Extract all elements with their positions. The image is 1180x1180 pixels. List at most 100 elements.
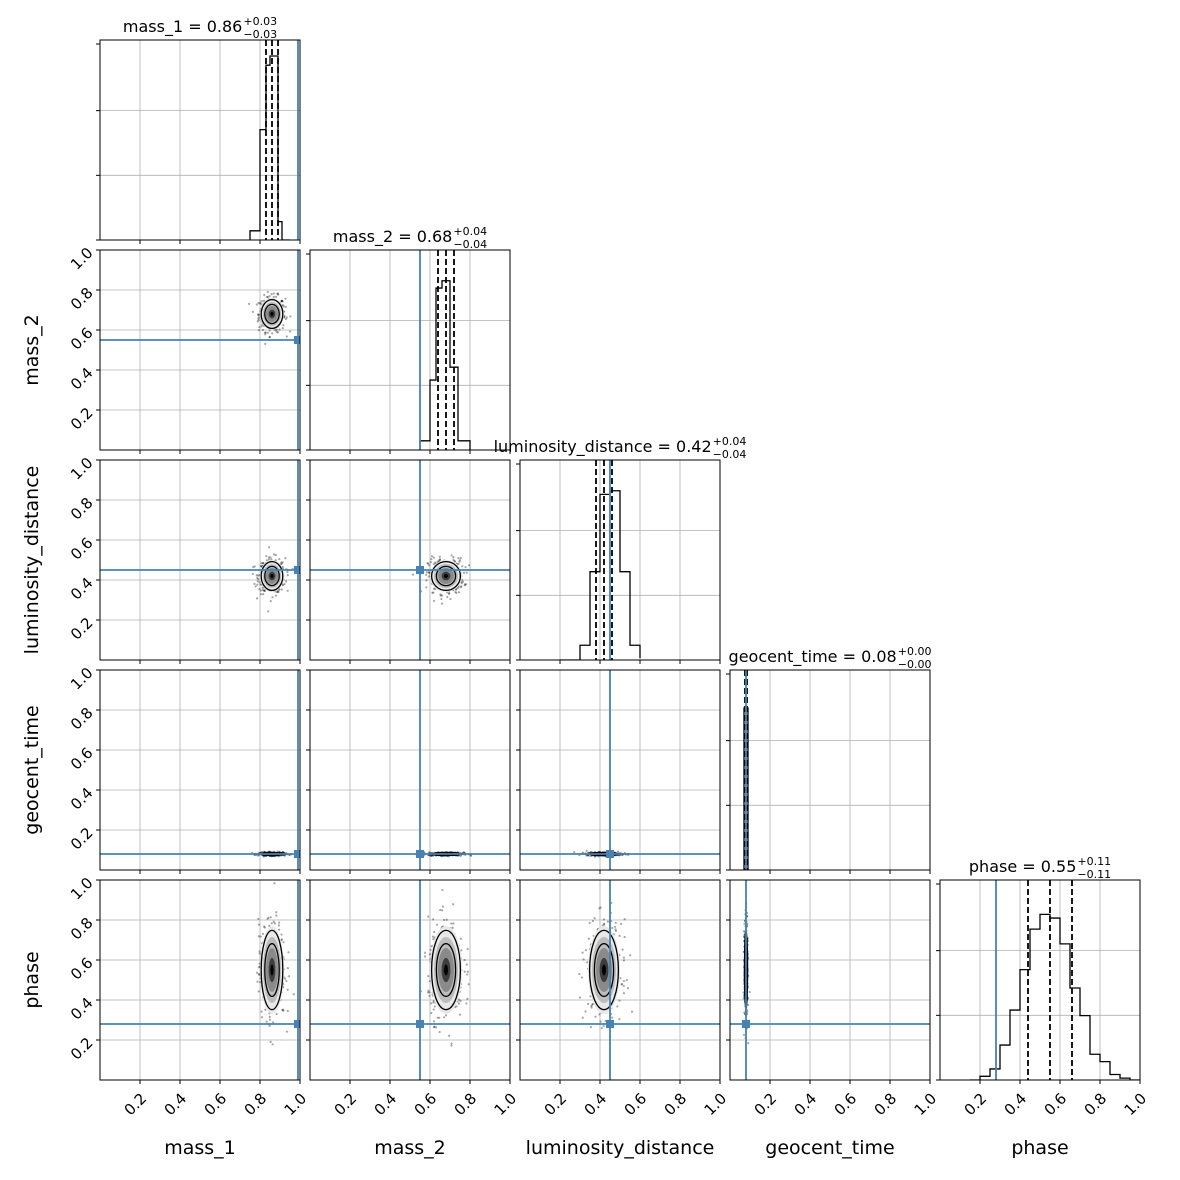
panel-frame: [99, 879, 301, 1081]
truth-marker: [294, 566, 300, 574]
sample-point: [277, 924, 281, 927]
sample-point: [602, 922, 606, 925]
sample-point: [465, 571, 468, 574]
sample-point: [259, 589, 262, 592]
sample-point: [436, 1016, 439, 1019]
x-tick-label: 0.2: [121, 1090, 151, 1120]
panel-mass_2-mass_2: mass_2 = 0.68 +0.04−0.04: [306, 225, 511, 454]
sample-point: [581, 1016, 584, 1019]
sample-point: [743, 922, 746, 925]
sample-point: [273, 922, 277, 925]
y-tick-label: 1.0: [67, 454, 97, 484]
sample-point: [255, 971, 259, 974]
sample-point: [618, 854, 621, 857]
sample-point: [267, 916, 270, 919]
panel-frame: [99, 249, 301, 451]
sample-point: [438, 1016, 441, 1019]
sample-point: [268, 1018, 271, 1021]
title-plus: +0.04: [713, 435, 747, 448]
sample-point: [272, 292, 275, 295]
sample-point: [278, 921, 281, 924]
sample-point: [447, 1034, 451, 1037]
x-tick-label: 0.8: [871, 1090, 901, 1120]
sample-point: [440, 597, 443, 601]
sample-point: [265, 1020, 268, 1023]
sample-point: [280, 938, 283, 941]
x-tick-label: 1.0: [701, 1090, 731, 1120]
sample-point: [257, 301, 260, 305]
x-tick-label: 0.8: [241, 1090, 271, 1120]
x-tick-label: 0.4: [581, 1090, 611, 1120]
sample-point: [269, 1040, 272, 1044]
sample-point: [270, 293, 273, 296]
x-tick-label: 1.0: [281, 1090, 311, 1120]
sample-point: [593, 917, 596, 920]
sample-point: [257, 317, 260, 320]
sample-point: [441, 888, 444, 892]
sample-point: [262, 925, 266, 928]
x-axis-label-geocent_time: geocent_time: [765, 1137, 894, 1159]
truth-marker: [294, 850, 300, 858]
sample-point: [618, 934, 621, 937]
sample-point: [599, 1020, 602, 1023]
truth-marker: [294, 336, 300, 344]
x-tick-label: 0.6: [1041, 1090, 1071, 1120]
sample-point: [281, 583, 285, 587]
sample-point: [452, 903, 455, 906]
sample-point: [432, 599, 436, 602]
sample-point: [259, 302, 262, 305]
sample-point: [435, 923, 439, 926]
sample-point: [452, 556, 455, 559]
sample-point: [258, 950, 261, 953]
sample-point: [598, 907, 601, 910]
sample-point: [630, 1010, 634, 1013]
title-minus: −0.11: [1077, 868, 1111, 881]
sample-point: [452, 558, 455, 562]
sample-point: [272, 295, 275, 298]
sample-point: [432, 591, 435, 594]
density-band: [270, 964, 274, 976]
sample-point: [438, 558, 442, 561]
sample-point: [256, 576, 259, 579]
panel-frame: [519, 669, 721, 871]
sample-point: [465, 1002, 468, 1005]
density-band: [270, 312, 274, 316]
sample-point: [622, 959, 626, 962]
sample-point: [423, 955, 427, 958]
sample-point: [261, 561, 265, 565]
density-band: [602, 964, 606, 976]
contour: [260, 929, 284, 1011]
sample-point: [259, 583, 262, 586]
panel-frame: [939, 879, 1141, 1081]
x-tick-label: 0.2: [961, 1090, 991, 1120]
sample-point: [619, 977, 622, 980]
sample-point: [429, 854, 433, 858]
sample-point: [463, 970, 466, 973]
sample-point: [432, 918, 435, 921]
sample-point: [284, 297, 287, 300]
sample-point: [262, 855, 265, 858]
sample-point: [253, 582, 256, 586]
sample-point: [270, 922, 273, 925]
sample-point: [451, 926, 454, 929]
sample-point: [600, 1027, 603, 1030]
sample-point: [613, 925, 617, 928]
sample-point: [261, 588, 264, 592]
sample-point: [258, 587, 261, 591]
sample-point: [251, 572, 254, 576]
sample-point: [450, 1044, 453, 1047]
sample-point: [629, 954, 632, 957]
sample-point: [285, 316, 288, 319]
sample-point: [446, 595, 449, 599]
sample-point: [257, 578, 260, 581]
sample-point: [281, 327, 284, 330]
sample-point: [256, 583, 259, 586]
sample-point: [284, 557, 287, 560]
x-axis-label-mass_2: mass_2: [374, 1137, 446, 1159]
sample-point: [427, 562, 430, 565]
sample-point: [265, 295, 269, 299]
sample-point: [274, 295, 278, 298]
sample-point: [440, 594, 444, 597]
sample-point: [427, 575, 430, 578]
